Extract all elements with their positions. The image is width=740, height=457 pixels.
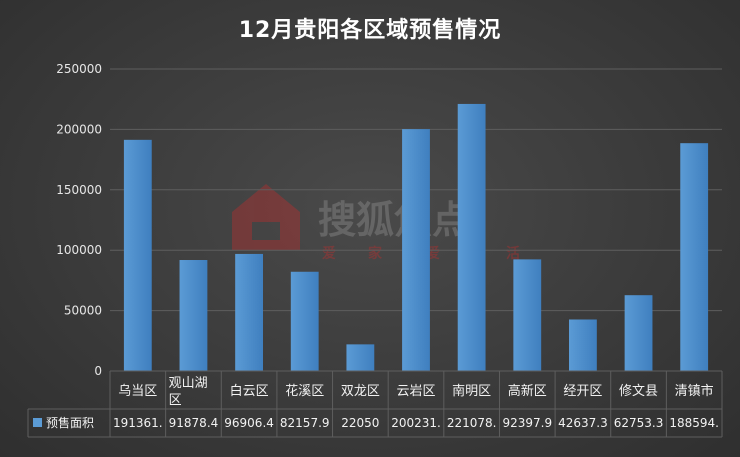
bar xyxy=(346,344,375,371)
category-label: 高新区 xyxy=(508,383,547,399)
house-icon xyxy=(232,184,300,250)
bar xyxy=(402,129,430,371)
bar xyxy=(513,259,542,371)
bar xyxy=(680,143,709,371)
legend-label: 预售面积 xyxy=(46,415,94,430)
data-table-value: 22050 xyxy=(341,416,379,430)
data-table-value: 191361. xyxy=(113,416,163,430)
bar xyxy=(569,319,597,371)
data-table-value: 92397.9 xyxy=(502,416,552,430)
data-table-value: 221078. xyxy=(447,416,497,430)
y-tick-label: 150000 xyxy=(56,183,102,197)
category-label: 双龙区 xyxy=(341,384,380,399)
data-table-value: 91878.4 xyxy=(169,416,219,430)
category-label: 清镇市 xyxy=(675,383,714,399)
category-label: 白云区 xyxy=(230,383,269,399)
category-label: 观山湖 xyxy=(169,376,208,391)
bar xyxy=(624,295,653,371)
category-label: 花溪区 xyxy=(285,383,324,399)
category-label: 区 xyxy=(169,393,182,408)
data-table-value: 96906.4 xyxy=(224,416,274,430)
category-label: 经开区 xyxy=(563,384,602,399)
bar xyxy=(179,260,208,371)
category-label: 南明区 xyxy=(452,383,491,399)
data-table-value: 62753.3 xyxy=(614,416,664,430)
y-tick-label: 50000 xyxy=(64,304,102,318)
y-tick-label: 250000 xyxy=(56,62,102,76)
watermark-slogan-char: 爱 xyxy=(322,246,336,262)
category-label: 修文县 xyxy=(619,384,658,399)
data-table-value: 82157.9 xyxy=(280,416,330,430)
bar xyxy=(123,139,152,371)
bar xyxy=(290,271,319,371)
category-label: 云岩区 xyxy=(396,384,435,399)
bar xyxy=(457,103,486,371)
watermark-slogan-char: 活 xyxy=(506,245,520,262)
data-table-value: 42637.3 xyxy=(558,416,608,430)
data-table-value: 188594. xyxy=(669,416,719,430)
y-tick-label: 0 xyxy=(94,364,102,378)
watermark-slogan-char: 家 xyxy=(368,245,383,262)
data-table-value: 200231. xyxy=(391,416,441,430)
legend-swatch xyxy=(33,418,42,427)
watermark-brand: 搜狐焦点 xyxy=(318,198,470,242)
chart-title: 12月贵阳各区域预售情况 xyxy=(238,18,502,43)
bar xyxy=(235,253,263,371)
y-tick-label: 100000 xyxy=(56,243,102,257)
y-tick-label: 200000 xyxy=(56,122,102,136)
category-label: 乌当区 xyxy=(118,383,157,399)
